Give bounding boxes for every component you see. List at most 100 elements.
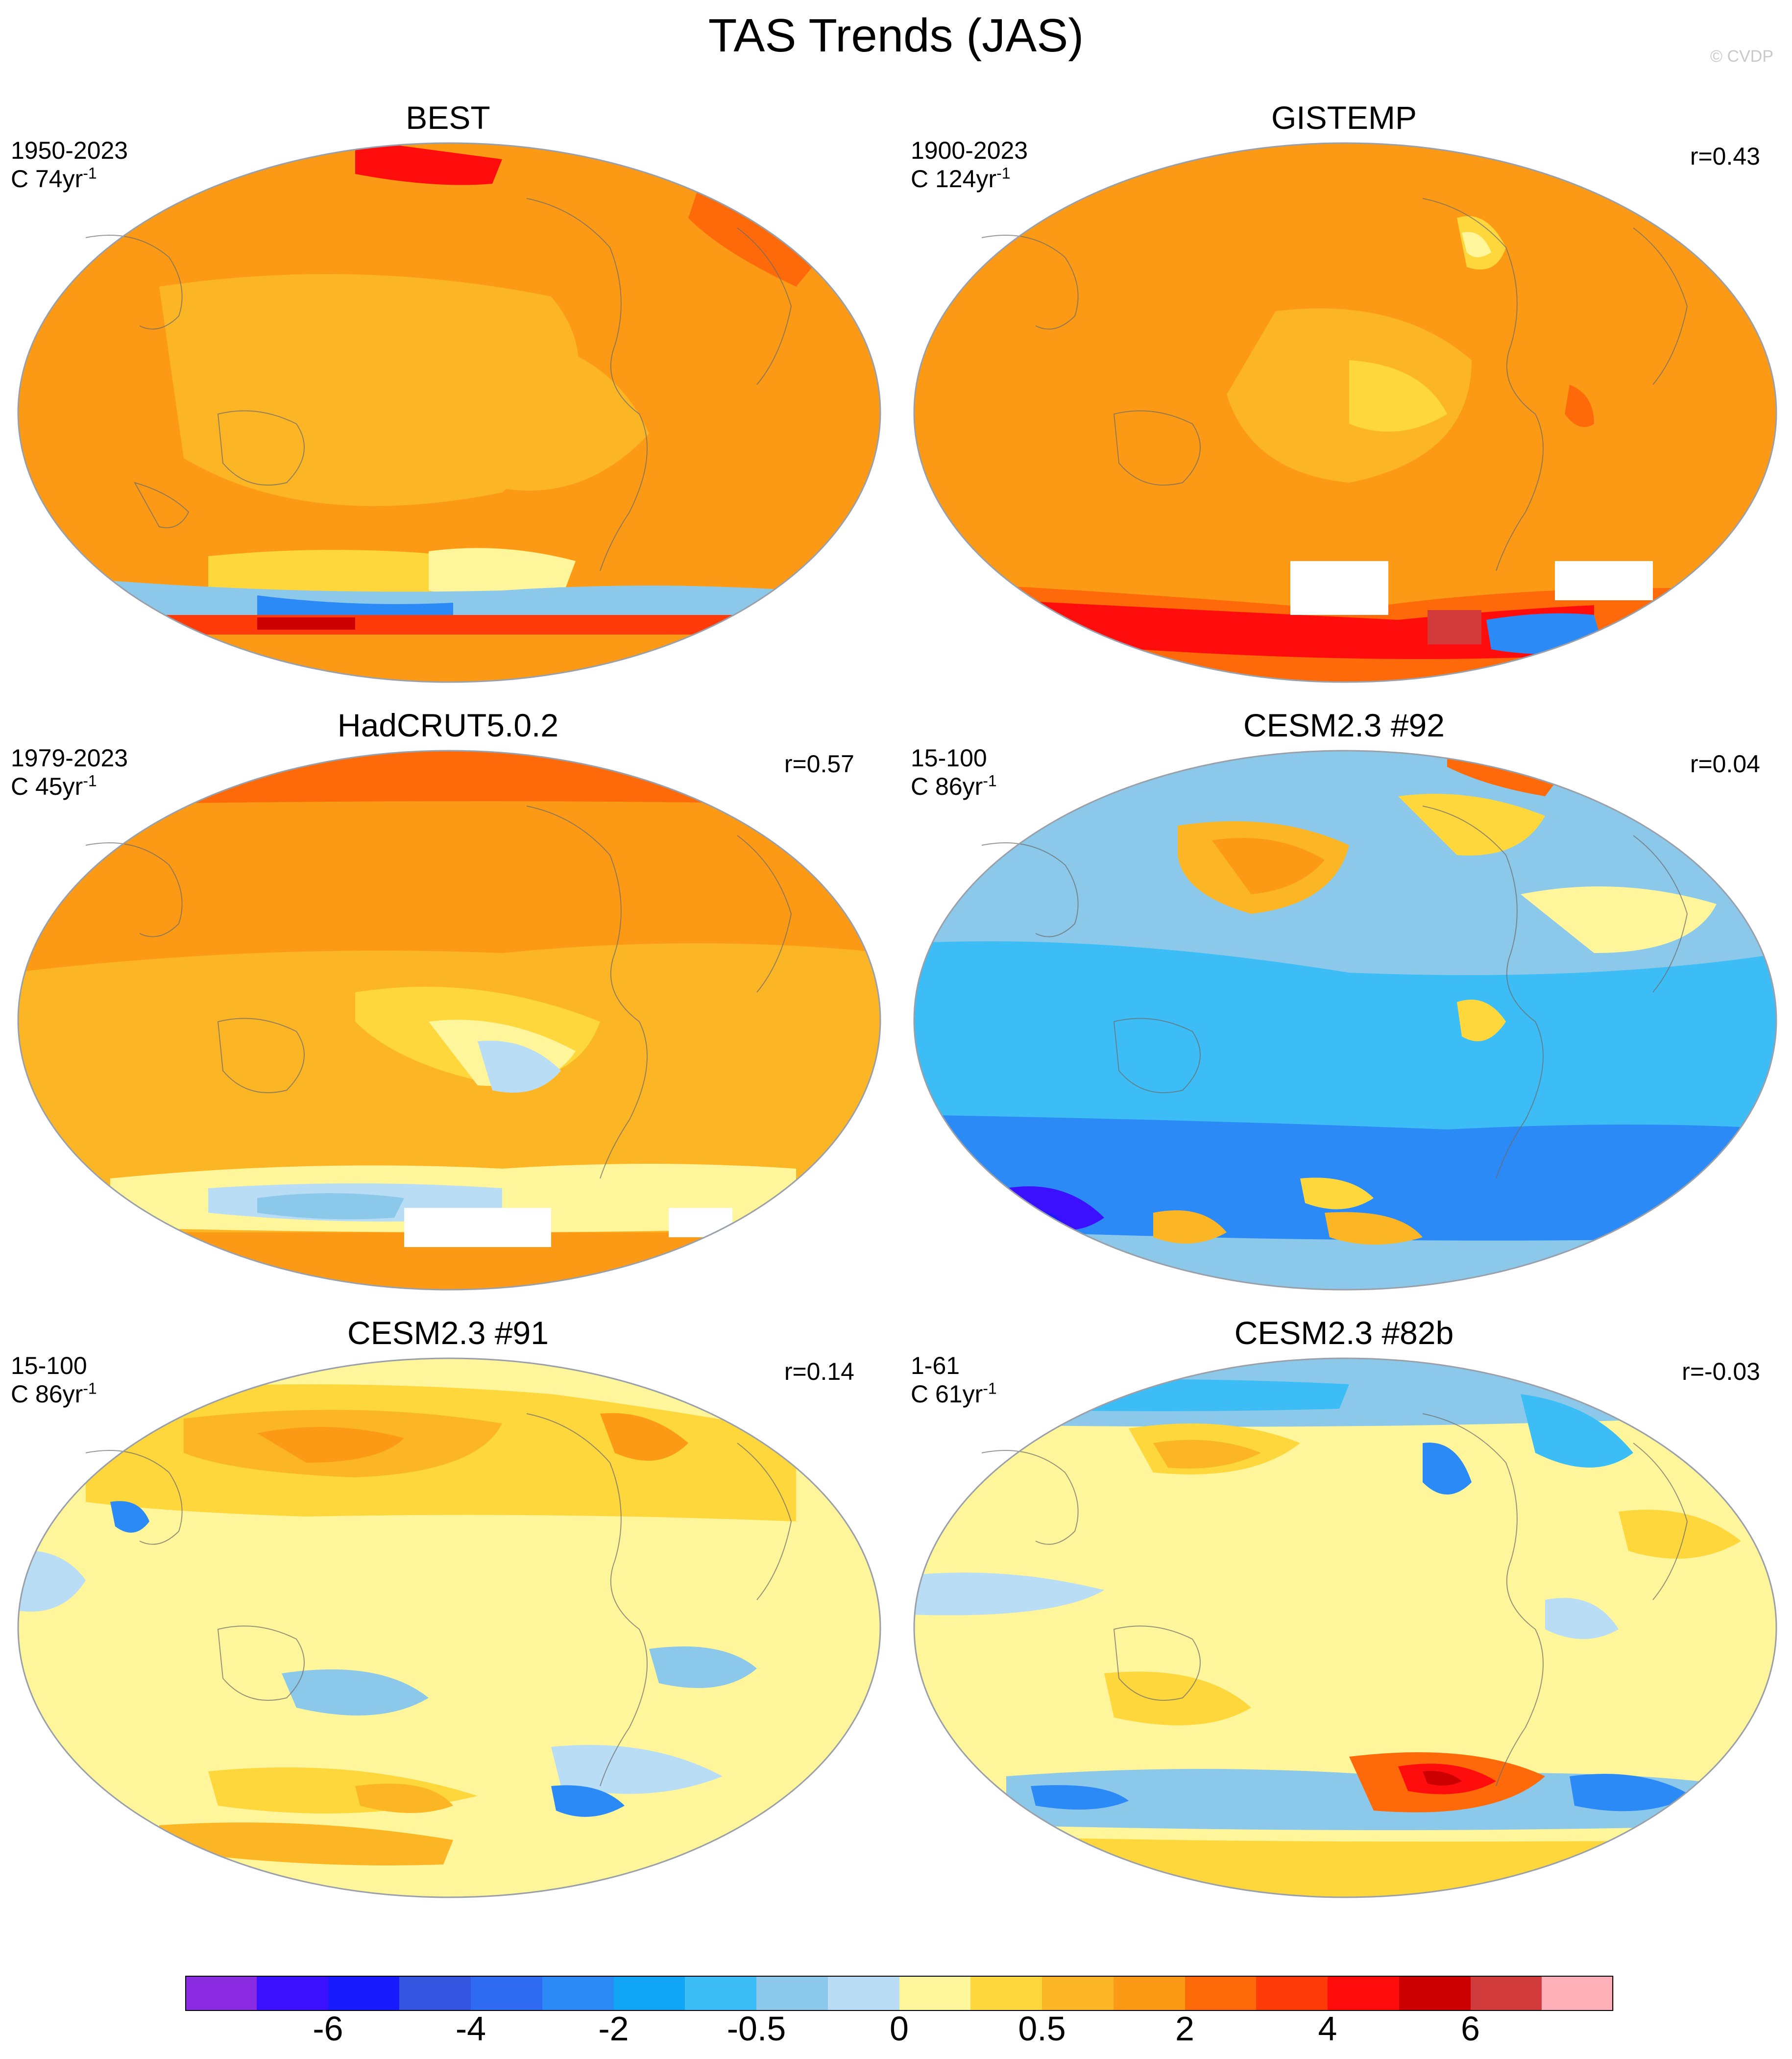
colorbar-swatch (542, 1976, 614, 2011)
panel-title: BEST (406, 99, 490, 136)
period-label: 1900-2023 C 124yr-1 (911, 136, 1028, 193)
map-gistemp (913, 142, 1777, 683)
map-outline (913, 1357, 1777, 1898)
panel-title: CESM2.3 #82b (1234, 1315, 1454, 1351)
field-region (1325, 1212, 1423, 1245)
colorbar-swatch (685, 1976, 757, 2011)
field-region (1349, 360, 1447, 432)
colorbar-tick-label: -6 (313, 2010, 343, 2048)
colorbar-swatch (827, 1976, 899, 2011)
map-outline (913, 142, 1777, 683)
colorbar-tick-label: 6 (1461, 2010, 1480, 2048)
colorbar-swatch (399, 1976, 471, 2011)
coastlines (85, 1413, 792, 1787)
period-years: 1979-2023 (11, 744, 128, 772)
field-region (1570, 1774, 1692, 1812)
panel-cesm-82b: CESM2.3 #82b 1-61 C 61yr-1 r=-0.03 (896, 1308, 1792, 1898)
colorbar-tick-label: -2 (598, 2010, 629, 2048)
coastlines (85, 198, 792, 571)
trend-units: C 61yr-1 (911, 1379, 997, 1408)
colorbar-tick-label: 0 (890, 2010, 909, 2048)
missing-data-region (404, 1208, 551, 1247)
figure-title: TAS Trends (JAS) (708, 9, 1084, 62)
trend-units: C 45yr-1 (11, 772, 97, 800)
field-region (1565, 385, 1594, 427)
field-region (18, 615, 880, 635)
missing-data-region (669, 1208, 732, 1237)
field-region (551, 1745, 723, 1794)
field-region (478, 1040, 561, 1093)
colorbar-swatch (1256, 1976, 1328, 2011)
field-region (1104, 1671, 1251, 1725)
coastlines (85, 806, 792, 1179)
trend-units: C 74yr-1 (11, 164, 97, 193)
panel-hadcrut: HadCRUT5.0.2 1979-2023 C 45yr-1 r=0.57 (0, 701, 896, 1291)
colorbar-swatch (970, 1976, 1042, 2011)
colorbar-swatch (256, 1976, 328, 2011)
panel-title: GISTEMP (1271, 99, 1417, 136)
colorbar-swatch (1470, 1976, 1542, 2011)
colorbar-swatch (1399, 1976, 1471, 2011)
colorbar-swatch (1185, 1976, 1257, 2011)
map-cesm-82b (913, 1357, 1777, 1898)
correlation-label: r=0.43 (1690, 143, 1760, 170)
colorbar-swatch (1113, 1976, 1185, 2011)
field-region (649, 1646, 757, 1688)
panel-cesm-91: CESM2.3 #91 15-100 C 86yr-1 r=0.14 (0, 1308, 896, 1898)
period-label: 15-100 C 86yr-1 (911, 744, 997, 801)
period-years: 15-100 (911, 744, 987, 772)
map-cesm-92 (913, 750, 1777, 1291)
credit-label: © CVDP (1710, 47, 1773, 66)
field-region (453, 335, 649, 491)
field-region (1423, 1771, 1462, 1786)
field-region (355, 143, 502, 185)
field-region (914, 1115, 1776, 1241)
colorbar-swatch (756, 1976, 828, 2011)
field-region (600, 1413, 688, 1461)
field-region (1545, 1598, 1619, 1639)
field-region (1462, 232, 1491, 257)
coastlines (981, 198, 1688, 571)
field-region (1619, 1510, 1741, 1559)
field-region (18, 751, 880, 806)
field-region (282, 1669, 429, 1716)
field-region (429, 548, 576, 602)
correlation-label: r=-0.03 (1682, 1358, 1760, 1385)
period-years: 1-61 (911, 1352, 960, 1379)
field-region (257, 1193, 404, 1220)
field-region (18, 1550, 86, 1612)
field-region (1300, 1177, 1374, 1209)
correlation-label: r=0.04 (1690, 750, 1760, 778)
field-region (1486, 613, 1604, 654)
period-years: 1900-2023 (911, 137, 1028, 164)
field-region (914, 1572, 1104, 1616)
field-region (257, 1427, 404, 1463)
colorbar-swatch (471, 1976, 543, 2011)
panel-title: HadCRUT5.0.2 (337, 707, 559, 743)
period-years: 15-100 (11, 1352, 87, 1379)
colorbar-tick-label: 2 (1175, 2010, 1194, 2048)
coastlines (981, 1413, 1688, 1787)
map-outline (17, 1357, 881, 1898)
field-region (18, 751, 880, 973)
field-region (159, 1822, 453, 1865)
missing-data-region (1555, 561, 1653, 600)
field-region (1153, 1440, 1261, 1469)
correlation-label: r=0.14 (784, 1358, 854, 1385)
colorbar-tick-label: 4 (1318, 2010, 1337, 2048)
colorbar-swatch (613, 1976, 685, 2011)
colorbar-tick-label: -4 (455, 2010, 486, 2048)
field-region (18, 635, 880, 682)
colorbar-swatch (899, 1976, 971, 2011)
field-region (1521, 886, 1717, 953)
map-outline (17, 750, 881, 1291)
field-region (1457, 1000, 1506, 1041)
colorbar-tick-label: 0.5 (1018, 2010, 1066, 2048)
map-cesm-91 (17, 1357, 881, 1898)
field-region (1521, 1394, 1633, 1468)
period-label: 1979-2023 C 45yr-1 (11, 744, 128, 801)
colorbar-swatch (328, 1976, 400, 2011)
field-region (257, 617, 355, 630)
field-region (914, 941, 1776, 1144)
panel-cesm-92: CESM2.3 #92 15-100 C 86yr-1 r=0.04 (896, 701, 1792, 1291)
